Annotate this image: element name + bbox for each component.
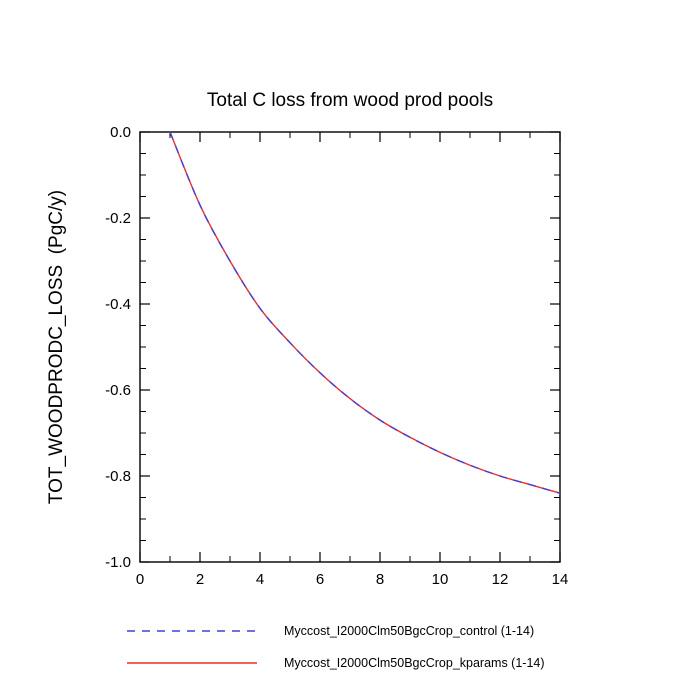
x-tick-label: 4 [256, 571, 264, 588]
y-tick-label: -0.2 [105, 210, 131, 227]
x-tick-label: 8 [376, 571, 384, 588]
y-tick-label: 0.0 [110, 124, 131, 141]
x-tick-label: 6 [316, 571, 324, 588]
x-tick-label: 14 [552, 571, 569, 588]
y-tick-label: -0.8 [105, 468, 131, 485]
y-tick-label: -0.6 [105, 382, 131, 399]
x-tick-label: 12 [492, 571, 509, 588]
y-axis-label: TOT_WOODPRODC_LOSS (PgC/y) [46, 190, 67, 504]
series-line [169, 131, 561, 494]
legend-label: Myccost_I2000Clm50BgcCrop_control (1-14) [284, 624, 534, 638]
x-tick-label: 0 [136, 571, 144, 588]
x-tick-label: 2 [196, 571, 204, 588]
plot-frame [139, 131, 561, 563]
series-line [169, 131, 561, 494]
plot-area: 0 2 4 6 8 10 12 14 0.0 -0.2 -0.4 -0.6 -0.8 -1.0 Myccos… [105, 124, 568, 670]
y-tick-label: -1.0 [105, 554, 131, 571]
y-tick-label: -0.4 [105, 296, 131, 313]
x-tick-label: 10 [432, 571, 449, 588]
legend-label: Myccost_I2000Clm50BgcCrop_kparams (1-14) [284, 656, 545, 670]
chart-title: Total C loss from wood prod pools [207, 90, 493, 111]
